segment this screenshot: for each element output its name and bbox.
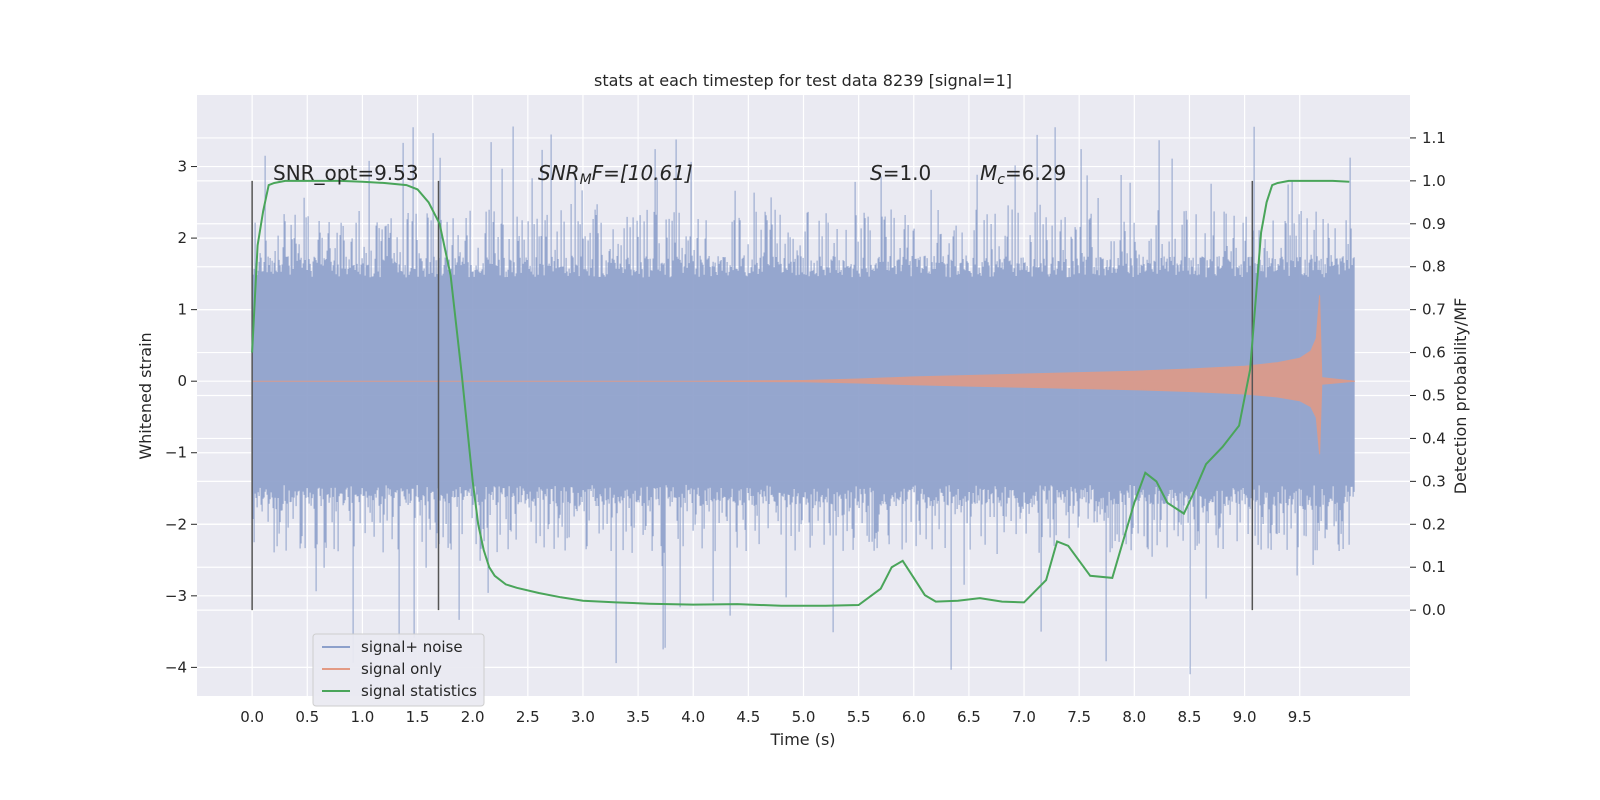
y2-tick-label: 0.7 — [1422, 301, 1446, 319]
signal-envelope — [252, 295, 1355, 455]
annotation-snr-opt: SNR_opt=9.53 — [273, 161, 419, 185]
annotation-snr-mf: SNRMF=[10.61] — [538, 161, 693, 188]
y-tick-label: −4 — [165, 658, 187, 676]
legend-label-signal-only: signal only — [361, 660, 442, 678]
annotation-mc-sub: c — [997, 172, 1005, 188]
x-tick-label: 6.0 — [902, 708, 926, 726]
y2-tick-label: 0.2 — [1422, 515, 1446, 533]
annotation-snr-mf-tail: F=[10.61] — [592, 161, 693, 185]
series-signal-statistics — [251, 179, 1350, 607]
annotation-snr-mf-sub: M — [580, 172, 592, 188]
x-tick-label: 4.5 — [736, 708, 760, 726]
y2-tick-label: 0.9 — [1422, 215, 1446, 233]
y-tick-label: 0 — [177, 372, 187, 390]
x-tick-label: 8.5 — [1178, 708, 1202, 726]
annotation-mc: Mc=6.29 — [980, 161, 1066, 188]
x-tick-label: 5.0 — [792, 708, 816, 726]
chart-title: stats at each timestep for test data 823… — [594, 71, 1012, 90]
x-tick-label: 2.5 — [516, 708, 540, 726]
y2-tick-label: 0.5 — [1422, 387, 1446, 405]
y2-tick-label: 0.8 — [1422, 258, 1446, 276]
x-tick-label: 1.0 — [350, 708, 374, 726]
x-tick-label: 5.5 — [847, 708, 871, 726]
statistics-line — [251, 179, 1350, 607]
x-tick-label: 7.0 — [1012, 708, 1036, 726]
x-tick-label: 0.0 — [240, 708, 264, 726]
x-tick-label: 0.5 — [295, 708, 319, 726]
series-signal-only — [252, 295, 1355, 455]
vertical-markers — [251, 180, 1254, 611]
x-tick-label: 3.0 — [571, 708, 595, 726]
y-axis-label: Whitened strain — [136, 332, 155, 459]
y-tick-label: 1 — [177, 301, 187, 319]
y-tick-label: −3 — [165, 587, 187, 605]
y2-tick-label: 1.1 — [1422, 129, 1446, 147]
annotation-s-main: S — [870, 161, 883, 185]
annotation-mc-tail: =6.29 — [1005, 161, 1066, 185]
x-tick-label: 3.5 — [626, 708, 650, 726]
x-tick-label: 9.5 — [1288, 708, 1312, 726]
annotation-snr-mf-main: SNR — [538, 161, 580, 185]
x-tick-label: 9.0 — [1233, 708, 1257, 726]
axis-ticks: 0.0 0.5 1.0 1.5 2.0 2.5 3.0 3.5 4.0 4.5 5.0 5.5 6.0 6… — [165, 129, 1446, 726]
x-tick-label: 6.5 — [957, 708, 981, 726]
x-tick-label: 8.0 — [1122, 708, 1146, 726]
x-tick-label: 2.0 — [461, 708, 485, 726]
y2-tick-label: 0.1 — [1422, 558, 1446, 576]
legend-label-signal-noise: signal+ noise — [361, 638, 463, 656]
x-tick-label: 7.5 — [1067, 708, 1091, 726]
y2-axis-label: Detection probability/MF — [1451, 298, 1470, 495]
legend-box — [312, 633, 485, 707]
y2-tick-label: 1.0 — [1422, 172, 1446, 190]
annotation-mc-main: M — [980, 161, 997, 185]
y-tick-label: −1 — [165, 444, 187, 462]
y-tick-label: 2 — [177, 229, 187, 247]
legend-label-signal-statistics: signal statistics — [361, 682, 477, 700]
x-tick-label: 1.5 — [406, 708, 430, 726]
x-tick-label: 4.0 — [681, 708, 705, 726]
x-axis-label: Time (s) — [769, 730, 835, 749]
y2-tick-label: 0.3 — [1422, 472, 1446, 490]
y2-tick-label: 0.6 — [1422, 344, 1446, 362]
legend: signal+ noise signal only signal statist… — [312, 633, 485, 707]
y-tick-label: −2 — [165, 515, 187, 533]
annotation-s-tail: =1.0 — [883, 161, 932, 185]
y2-tick-label: 0.4 — [1422, 429, 1446, 447]
y2-tick-label: 0.0 — [1422, 601, 1446, 619]
y-tick-label: 3 — [177, 158, 187, 176]
annotation-s: S=1.0 — [870, 161, 931, 185]
annotations: SNR_opt=9.53 SNRMF=[10.61] S=1.0 Mc=6.29 — [273, 161, 1066, 188]
